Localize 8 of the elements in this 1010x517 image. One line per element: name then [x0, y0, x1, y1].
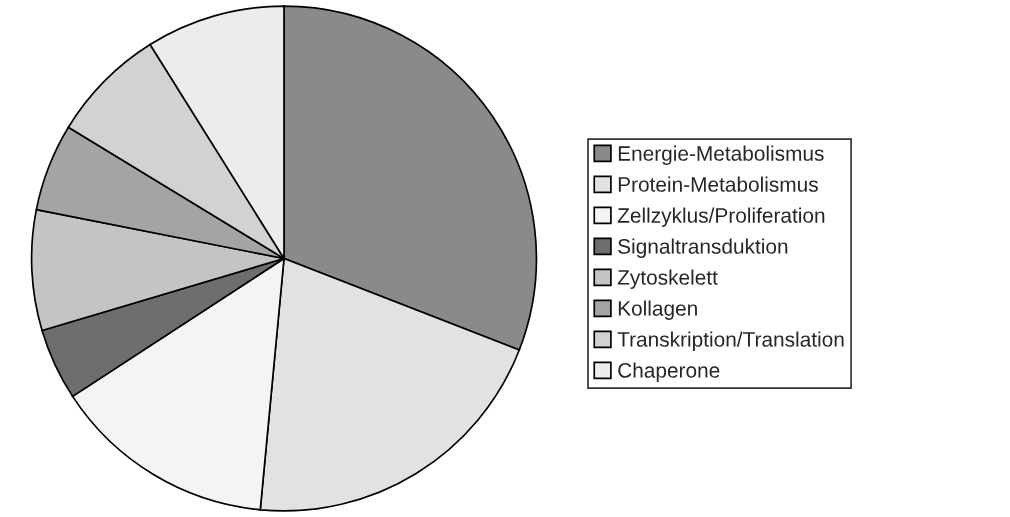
- legend-label: Chaperone: [618, 362, 720, 382]
- legend-label: Energie-Metabolismus: [618, 145, 824, 165]
- legend-label: Signaltransduktion: [618, 238, 788, 258]
- legend-label: Zellzyklus/Proliferation: [617, 207, 825, 227]
- legend-label: Zytoskelett: [617, 269, 718, 289]
- legend-label: Kollagen: [618, 300, 697, 320]
- legend-label: Transkription/Translation: [617, 331, 844, 351]
- legend-label: Protein-Metabolismus: [618, 176, 818, 192]
